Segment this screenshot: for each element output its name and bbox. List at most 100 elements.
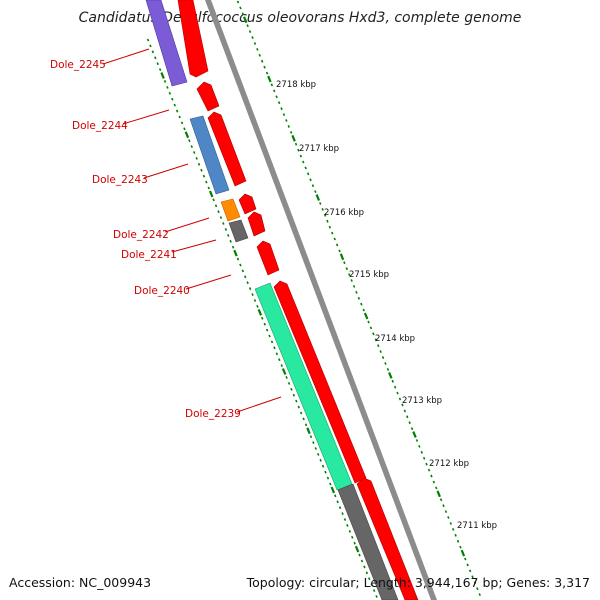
scale-minor-tick [410,427,414,431]
leader-dole-2242 [164,217,210,233]
scale-minor-tick [268,334,271,338]
scale-minor-tick [202,174,206,178]
scale-minor-tick [168,91,172,95]
forward-gene-arrow [273,280,367,484]
scale-minor-tick [367,320,370,324]
scale-minor-tick [241,12,245,16]
scale-minor-tick [256,47,259,51]
genome-backbone [205,0,437,600]
scale-minor-tick [190,145,193,149]
forward-gene-arrow [207,111,247,187]
scale-label-2714-kbp: 2714 kbp [375,334,415,344]
scale-minor-tick [348,529,352,533]
scale-minor-tick [287,381,291,385]
scale-minor-tick [253,42,257,45]
scale-minor-tick [302,160,305,164]
scale-minor-tick [473,581,477,585]
scale-minor-tick [351,535,354,539]
scale-minor-tick [222,222,225,225]
scale-major-tick [267,75,272,83]
scale-minor-tick [365,571,369,575]
scale-minor-tick [370,583,373,587]
leader-dole-2239 [236,396,282,413]
scale-minor-tick [192,151,196,154]
scale-minor-tick [454,533,457,537]
scale-minor-tick [304,423,308,427]
scale-minor-tick [358,553,361,557]
scale-minor-tick [239,263,242,267]
scale-minor-tick [346,524,349,527]
scale-minor-tick [224,228,228,231]
scale-minor-tick [246,24,249,28]
scale-minor-tick [299,411,303,415]
scale-minor-tick [427,468,431,472]
scale-label-2716-kbp: 2716 kbp [324,208,364,218]
scale-minor-tick [363,565,366,569]
gene-bar-dole-2241 [228,219,249,243]
scale-minor-tick [379,350,382,354]
scale-minor-tick [294,142,298,146]
scale-major-tick [363,312,369,320]
scale-minor-tick [299,154,303,158]
scale-minor-tick [312,441,315,445]
scale-minor-tick [246,281,249,285]
scale-minor-tick [328,225,332,229]
scale-minor-tick [456,539,460,543]
forward-gene-arrow [356,477,419,600]
scale-minor-tick [149,44,152,48]
scale-minor-tick [372,589,376,593]
gene-bar-dole-2239 [254,282,353,491]
scale-minor-tick [464,557,467,561]
scale-minor-tick [229,239,232,243]
forward-gene-arrow [196,81,220,112]
scale-major-tick [160,72,165,79]
scale-minor-tick [188,139,191,143]
scale-minor-tick [447,516,450,519]
scale-minor-tick [236,257,240,261]
scale-major-tick [184,131,190,139]
scale-minor-tick [248,30,252,34]
scale-minor-tick [236,0,240,4]
scale-minor-tick [343,518,347,521]
scale-minor-tick [263,322,266,326]
topology-text: Topology: circular; Length: 3,944,167 bp… [246,575,590,590]
scale-minor-tick [285,375,288,379]
scale-minor-tick [173,103,176,107]
scale-minor-tick [345,267,349,271]
forward-gene-arrow [256,240,280,276]
scale-major-tick [208,190,214,198]
scale-minor-tick [163,80,167,83]
scale-minor-tick [154,56,157,60]
scale-minor-tick [265,328,269,332]
scale-minor-tick [334,494,337,498]
scale-minor-tick [241,269,245,273]
scale-minor-tick [321,464,325,468]
scale-minor-tick [372,332,375,336]
scale-minor-tick [282,113,286,117]
scale-major-tick [412,431,417,438]
scale-minor-tick [248,287,252,291]
forward-strand-track [177,0,419,600]
forward-gene-arrow [177,0,209,78]
scale-minor-tick [270,83,274,87]
scale-minor-tick [151,50,155,54]
scale-minor-tick [314,190,317,194]
scale-minor-tick [422,456,426,460]
scale-minor-tick [408,421,411,425]
scale-minor-tick [348,273,351,277]
scale-minor-tick [195,156,198,160]
gene-bar-dole-2243 [189,115,230,195]
scale-minor-tick [326,219,329,223]
leader-dole-2241 [171,239,217,253]
scale-minor-tick [368,577,371,581]
gene-label-dole-2244: Dole_2244 [72,120,128,132]
scale-minor-tick [319,458,322,462]
scale-minor-tick [171,97,174,101]
scale-minor-tick [471,575,474,579]
scale-minor-tick [442,504,445,508]
scale-minor-tick [295,399,298,403]
scale-minor-tick [432,480,436,484]
scale-minor-tick [200,168,203,172]
scale-minor-tick [285,119,288,122]
scale-minor-tick [251,36,254,39]
